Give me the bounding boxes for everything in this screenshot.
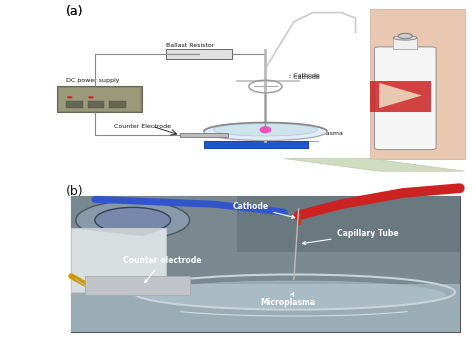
Circle shape bbox=[67, 96, 73, 98]
Ellipse shape bbox=[142, 281, 446, 310]
Polygon shape bbox=[71, 228, 166, 236]
Bar bbox=[85, 276, 190, 295]
Bar bbox=[71, 228, 166, 292]
Text: Microplasma: Microplasma bbox=[261, 292, 316, 307]
Bar bbox=[57, 86, 142, 112]
Text: Capillary Tube: Capillary Tube bbox=[302, 229, 398, 244]
Bar bbox=[180, 133, 228, 137]
Bar bbox=[71, 284, 460, 332]
Bar bbox=[71, 196, 460, 332]
Polygon shape bbox=[379, 83, 422, 108]
Circle shape bbox=[95, 207, 171, 233]
Polygon shape bbox=[370, 81, 431, 112]
Circle shape bbox=[398, 33, 412, 39]
Bar bbox=[59, 88, 140, 111]
Bar bbox=[393, 38, 417, 49]
Text: DC power supply: DC power supply bbox=[66, 78, 120, 83]
Ellipse shape bbox=[213, 123, 318, 136]
Text: (a): (a) bbox=[66, 5, 84, 18]
Bar bbox=[66, 101, 83, 108]
Text: Ballast Resistor: Ballast Resistor bbox=[166, 43, 214, 48]
Ellipse shape bbox=[393, 36, 417, 40]
Bar bbox=[166, 49, 232, 60]
Text: - Cathode: - Cathode bbox=[289, 75, 320, 80]
Text: (a): (a) bbox=[66, 5, 84, 18]
Ellipse shape bbox=[204, 122, 327, 140]
Text: - Cathode: - Cathode bbox=[289, 73, 320, 79]
Text: Cathode: Cathode bbox=[232, 202, 295, 218]
Bar bbox=[71, 196, 237, 332]
Bar bbox=[71, 196, 460, 252]
Bar bbox=[204, 141, 308, 148]
Polygon shape bbox=[370, 9, 465, 158]
Ellipse shape bbox=[259, 126, 271, 133]
Bar bbox=[88, 101, 104, 108]
Circle shape bbox=[76, 201, 190, 239]
Text: Microplasma: Microplasma bbox=[303, 131, 343, 136]
Text: Counter electrode: Counter electrode bbox=[123, 256, 202, 283]
Text: (b): (b) bbox=[66, 185, 84, 198]
Circle shape bbox=[88, 96, 94, 98]
FancyBboxPatch shape bbox=[374, 47, 436, 150]
Polygon shape bbox=[284, 158, 465, 171]
Bar bbox=[109, 101, 126, 108]
Text: Counter Electrode: Counter Electrode bbox=[114, 124, 171, 129]
